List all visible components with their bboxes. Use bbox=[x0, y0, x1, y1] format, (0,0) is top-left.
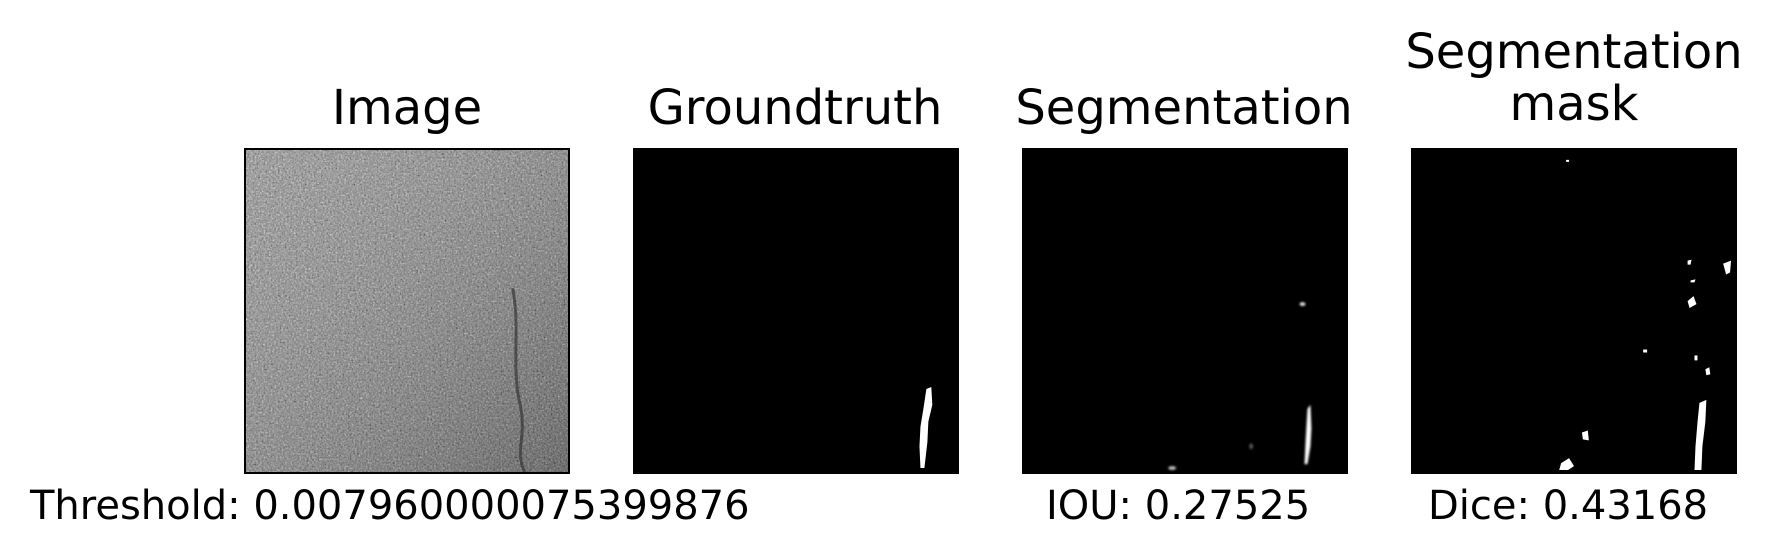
groundtruth-mask bbox=[635, 150, 957, 472]
groundtruth-title: Groundtruth bbox=[647, 80, 943, 136]
segmentation-panel bbox=[1022, 148, 1348, 474]
threshold-caption: Threshold: 0.007960000075399876 bbox=[30, 483, 750, 529]
groundtruth-panel bbox=[633, 148, 959, 474]
segmentation-mask-panel bbox=[1411, 148, 1737, 474]
segmentation-title: Segmentation bbox=[1015, 80, 1353, 136]
segmentation-prediction bbox=[1024, 150, 1346, 472]
segmentation-mask-title-line1: Segmentation bbox=[1405, 24, 1743, 80]
iou-caption: IOU: 0.27525 bbox=[1046, 483, 1311, 529]
input-image-panel bbox=[244, 148, 570, 474]
input-image bbox=[246, 150, 568, 472]
image-title: Image bbox=[331, 80, 483, 136]
segmentation-mask-title-line2: mask bbox=[1509, 76, 1639, 132]
dice-caption: Dice: 0.43168 bbox=[1428, 483, 1709, 529]
segmentation-binary-mask bbox=[1413, 150, 1735, 472]
segmentation-mask-title: Segmentation mask bbox=[1384, 26, 1764, 130]
